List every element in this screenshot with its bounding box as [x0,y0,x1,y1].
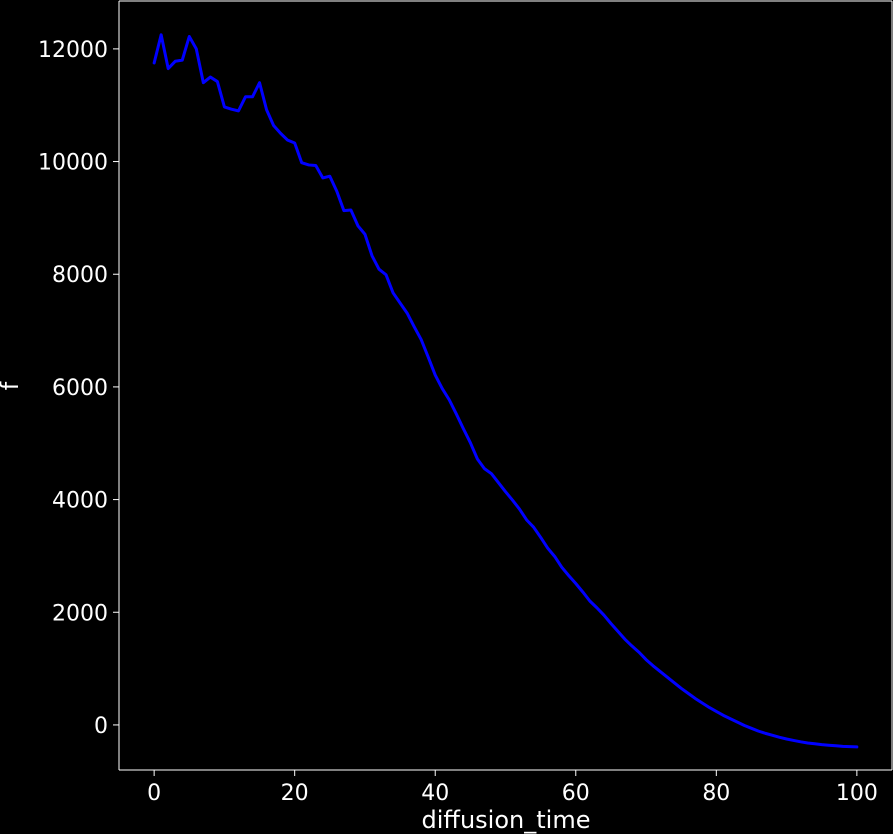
x-tick-label: 80 [702,781,730,806]
x-tick-label: 0 [147,781,161,806]
y-tick-label: 8000 [52,263,108,288]
y-tick-label: 12000 [38,38,108,63]
y-tick-label: 4000 [52,489,108,514]
series-layer [152,33,859,749]
x-axis-label: diffusion_time [422,806,591,834]
y-tick-label: 6000 [52,376,108,401]
series-line [152,33,859,749]
x-tick-label: 20 [281,781,309,806]
y-tick-label: 0 [94,714,108,739]
y-axis-label: f [0,381,24,390]
y-tick-label: 10000 [38,151,108,176]
x-tick-label: 100 [836,781,878,806]
y-axis-ticks: 0 2000 4000 6000 8000 10000 12000 [38,38,119,739]
x-axis-ticks: 0 20 40 60 80 100 [147,770,878,806]
x-tick-label: 40 [421,781,449,806]
plot-frame [118,0,893,771]
y-tick-label: 2000 [52,601,108,626]
x-tick-label: 60 [562,781,590,806]
